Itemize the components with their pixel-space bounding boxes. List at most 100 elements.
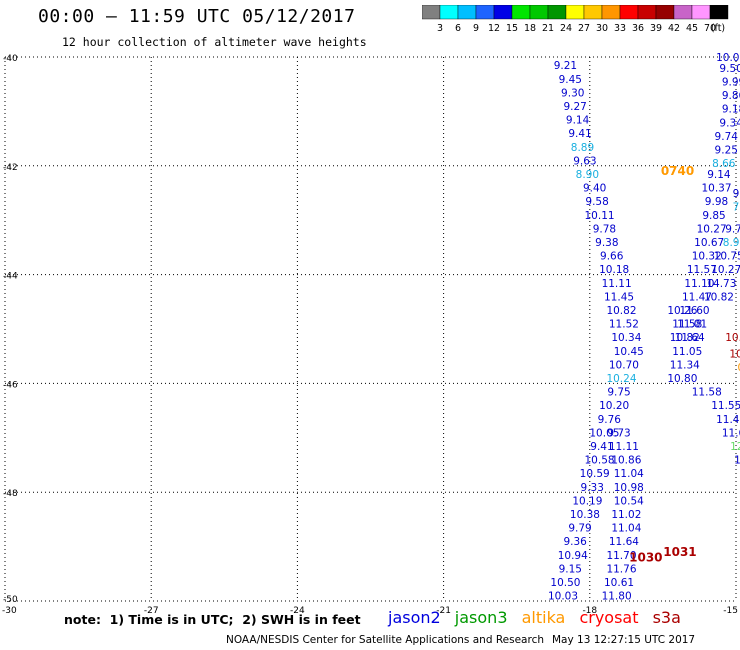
scale-label: 15 — [506, 23, 518, 34]
latitude-tick-label: -46 — [3, 380, 18, 390]
wave-height-value: 10.82 — [670, 332, 700, 344]
wave-height-value: 11.04 — [611, 523, 641, 535]
wave-height-value: 11 — [734, 455, 740, 467]
latitude-tick-label: -42 — [3, 163, 18, 173]
wave-height-value: 10.98 — [614, 482, 644, 494]
wave-height-value: 10.24 — [606, 373, 636, 385]
wave-height-value: 10.50 — [550, 577, 580, 589]
wave-height-value: 11.52 — [609, 319, 639, 331]
wave-height-value: 11.46 — [716, 414, 740, 426]
wave-height-value: 9.15 — [559, 563, 582, 575]
generated-timestamp: May 13 12:27:15 UTC 2017 — [552, 634, 696, 646]
latitude-tick-label: -40 — [3, 54, 18, 64]
wave-height-value: 7 — [733, 202, 740, 214]
wave-height-value: 10.18 — [599, 264, 629, 276]
wave-height-labels: 9.219.459.309.279.149.418.899.638.909.40… — [548, 52, 740, 616]
scale-label: 18 — [524, 23, 536, 34]
wave-height-value: 11.11 — [602, 278, 632, 290]
wave-height-value: 9.30 — [561, 87, 584, 99]
wave-height-value: 11.58 — [692, 387, 722, 399]
scale-label: 45 — [686, 23, 698, 34]
wave-height-value: 10.94 — [558, 550, 588, 562]
wave-height-value: 9.38 — [595, 237, 618, 249]
wave-height-value: 11.34 — [670, 359, 700, 371]
wave-height-value: 9.41 — [590, 441, 613, 453]
wave-height-value: 9.27 — [563, 101, 586, 113]
wave-height-value: 9.99 — [722, 76, 740, 88]
scale-label: 3 — [437, 23, 443, 34]
page-title: 00:00 – 11:59 UTC 05/12/2017 — [38, 6, 356, 27]
wave-height-value: 9.58 — [585, 196, 608, 208]
scale-label: 6 — [455, 23, 461, 34]
wave-height-value: 9.33 — [581, 482, 604, 494]
scale-label: 24 — [560, 23, 572, 34]
wave-height-value: 10 — [729, 348, 740, 360]
wave-height-value: 9.34 — [719, 117, 740, 129]
scale-label: 9 — [473, 23, 479, 34]
wave-height-color-scale: 3 6 9 12 15 18 21 24 27 30 33 36 39 42 45 70(ft) — [422, 5, 729, 34]
wave-height-value: 8.89 — [571, 142, 594, 154]
wave-height-value: 9.76 — [598, 414, 622, 426]
satellite-legend: jason2 jason3 altika cryosat s3a — [388, 608, 690, 627]
wave-height-value: 11.6 — [722, 427, 740, 439]
longitude-tick-label: -15 — [723, 606, 738, 616]
credit-line: NOAA/NESDIS Center for Satellite Applica… — [226, 634, 544, 646]
wave-height-value: 11.76 — [606, 563, 636, 575]
wave-height-value: 9.45 — [559, 74, 582, 86]
wave-height-value: 10.82 — [704, 291, 734, 303]
wave-height-value: 11.60 — [680, 305, 710, 317]
wave-height-value: 10.82 — [606, 305, 636, 317]
wave-height-value: 10.54 — [614, 495, 644, 507]
wave-height-value: 11.05 — [672, 346, 702, 358]
wave-height-value: 9.41 — [568, 128, 591, 140]
wave-height-value: 11.04 — [614, 468, 644, 480]
legend-cryosat: cryosat — [579, 608, 639, 627]
wave-height-value: 9.66 — [600, 251, 624, 263]
wave-height-value: 10.34 — [611, 332, 641, 344]
wave-height-value: 10.37 — [701, 183, 731, 195]
wave-height-value: 11.45 — [604, 291, 634, 303]
legend-altika: altika — [521, 608, 566, 627]
scale-label: 70 — [704, 23, 716, 34]
wave-height-value: 8.9 — [723, 237, 740, 249]
latitude-tick-label: -48 — [3, 489, 18, 499]
legend-s3a: s3a — [652, 608, 681, 627]
wave-height-value: 10.58 — [585, 455, 615, 467]
wave-height-value: 11.68 — [599, 604, 629, 616]
wave-height-value: 10.27 — [711, 264, 740, 276]
wave-height-value: 9.78 — [593, 223, 616, 235]
wave-height-value: 11.58 — [672, 319, 702, 331]
wave-height-value: 8.89 — [549, 604, 572, 616]
wave-height-value: 10.19 — [572, 495, 602, 507]
wave-height-value: 12. — [730, 441, 740, 453]
wave-height-value: 10.86 — [611, 455, 641, 467]
wave-height-value: 10.70 — [609, 359, 639, 371]
wave-height-value: 9.40 — [583, 183, 606, 195]
wave-height-value: 9.21 — [554, 60, 577, 72]
wave-height-value: 9.63 — [573, 155, 596, 167]
legend-jason2: jason2 — [388, 608, 441, 627]
longitude-tick-label: -21 — [436, 606, 451, 616]
wave-height-value: 10.59 — [580, 468, 610, 480]
wave-height-value: 8.90 — [576, 169, 599, 181]
scale-label: 27 — [578, 23, 590, 34]
wave-height-value: 9.73 — [607, 427, 630, 439]
wave-height-value: 9.25 — [715, 144, 738, 156]
wave-height-value: 9.79 — [568, 523, 591, 535]
scale-label: 36 — [632, 23, 644, 34]
wave-height-value: 9.7 — [725, 223, 740, 235]
wave-height-value: 10.05 — [589, 427, 619, 439]
scale-label: 21 — [542, 23, 554, 34]
longitude-tick-label: -30 — [2, 606, 17, 616]
wave-height-value: 9.14 — [707, 169, 731, 181]
wave-height-value: 11.47 — [682, 291, 712, 303]
wave-height-value: 10. — [725, 332, 740, 344]
wave-height-value: 9.18 — [722, 104, 740, 116]
wave-height-value: 10.75 — [714, 251, 740, 263]
wave-height-value: 8.66 — [712, 158, 736, 170]
wave-height-value: 14.73 — [706, 278, 736, 290]
wave-height-value: 1030 — [629, 550, 662, 564]
longitude-tick-label: -24 — [290, 606, 305, 616]
wave-height-value: 10.09 — [716, 52, 740, 64]
